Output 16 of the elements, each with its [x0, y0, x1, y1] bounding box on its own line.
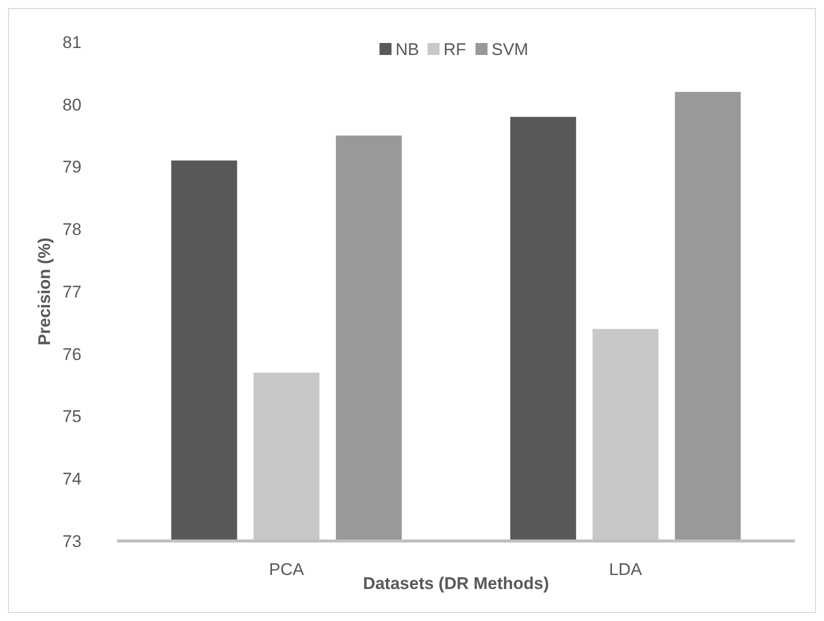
y-tick-label: 80: [62, 95, 82, 114]
y-axis-title: Precision (%): [35, 238, 54, 346]
y-tick-label: 77: [62, 282, 82, 302]
y-tick-label: 73: [62, 532, 82, 551]
y-tick-label: 75: [62, 407, 82, 426]
y-tick-label: 78: [62, 220, 82, 240]
legend-label: NB: [396, 40, 420, 59]
y-tick-label: 76: [62, 344, 82, 364]
legend-label: SVM: [492, 40, 528, 59]
y-tick-label: 74: [62, 470, 82, 489]
y-tick-label: 79: [62, 158, 82, 177]
x-axis-title: Datasets (DR Methods): [362, 574, 550, 593]
y-tick-label: 81: [62, 32, 82, 52]
legend-label: RF: [444, 40, 466, 59]
x-tick-label: PCA: [269, 560, 305, 579]
x-tick-label: LDA: [608, 560, 643, 579]
